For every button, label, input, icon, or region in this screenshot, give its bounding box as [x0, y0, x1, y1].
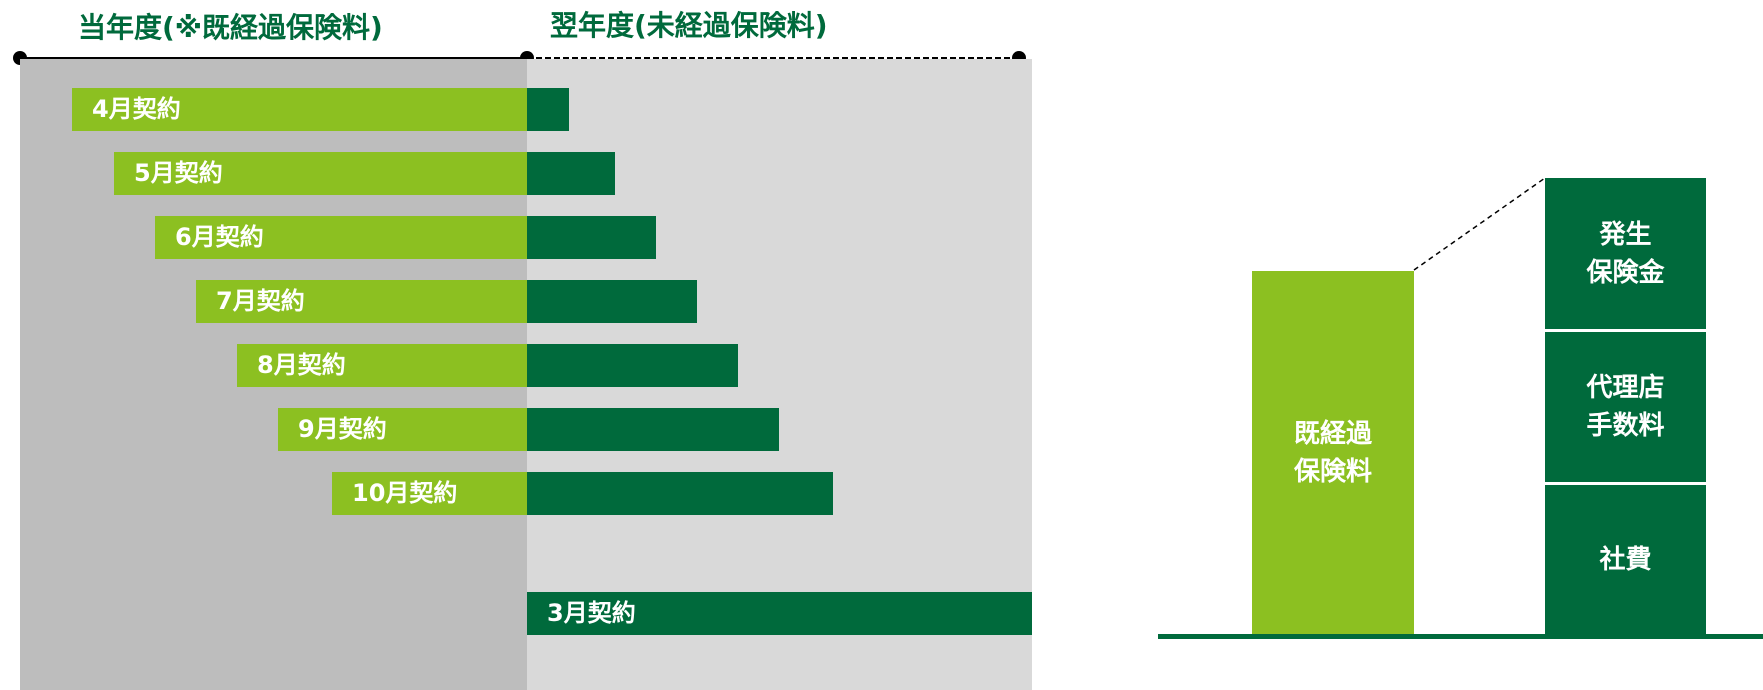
contract-label-jul: 7月契約 [216, 287, 305, 315]
contract-bar-jun-unearned [527, 216, 656, 259]
contract-bar-apr-unearned [527, 88, 569, 131]
contract-bar-jul-unearned [527, 280, 697, 323]
contract-label-aug: 8月契約 [257, 351, 346, 379]
contract-bar-mar-unearned: 3月契約 [527, 592, 1032, 635]
earned-premium-box: 既経過 保険料 [1252, 271, 1414, 635]
contract-bar-sep-unearned [527, 408, 779, 451]
connector-line [1413, 177, 1546, 271]
contract-bar-oct-unearned [527, 472, 833, 515]
contract-bar-may-unearned [527, 152, 615, 195]
contract-bar-jul-earned: 7月契約 [196, 280, 527, 323]
contract-label-apr: 4月契約 [92, 95, 181, 123]
contract-bar-sep-earned: 9月契約 [278, 408, 527, 451]
agency-commission-label: 代理店 手数料 [1586, 373, 1665, 441]
contract-label-sep: 9月契約 [298, 415, 387, 443]
incurred-claims-segment: 発生 保険金 [1545, 178, 1706, 330]
contract-bar-oct-earned: 10月契約 [332, 472, 527, 515]
contract-label-mar: 3月契約 [547, 599, 636, 627]
contract-bar-aug-unearned [527, 344, 738, 387]
next-year-timeline [527, 57, 1019, 60]
incurred-claims-label: 発生 保険金 [1586, 220, 1665, 288]
contract-bar-apr-earned: 4月契約 [72, 88, 527, 131]
contract-label-jun: 6月契約 [175, 223, 264, 251]
segment-divider-1 [1545, 329, 1706, 332]
earned-premium-label: 既経過 保険料 [1293, 419, 1372, 487]
next-year-heading: 翌年度(未経過保険料) [550, 9, 828, 42]
contract-bar-may-earned: 5月契約 [114, 152, 527, 195]
contract-bar-jun-earned: 6月契約 [155, 216, 527, 259]
current-year-timeline [20, 57, 527, 60]
agency-commission-segment: 代理店 手数料 [1545, 332, 1706, 482]
baseline [1158, 634, 1763, 639]
company-expenses-segment: 社費 [1545, 485, 1706, 635]
contract-bar-aug-earned: 8月契約 [237, 344, 527, 387]
current-year-heading: 当年度(※既経過保険料) [78, 11, 383, 44]
contract-label-oct: 10月契約 [352, 479, 458, 507]
contract-label-may: 5月契約 [134, 159, 223, 187]
segment-divider-2 [1545, 482, 1706, 485]
company-expenses-label: 社費 [1599, 545, 1652, 575]
